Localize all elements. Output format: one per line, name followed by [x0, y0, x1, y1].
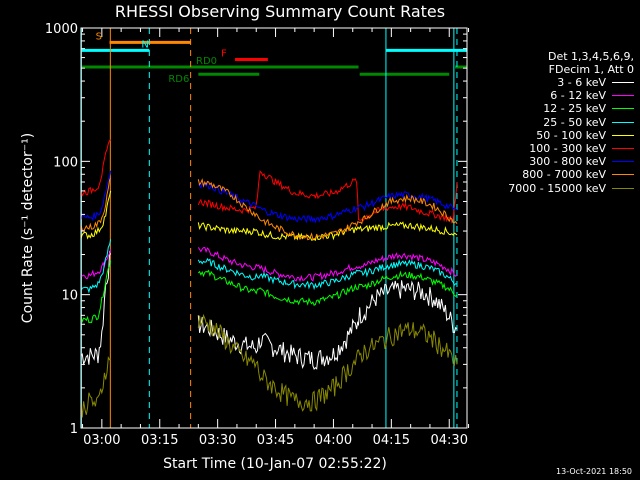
x-tick-label: 03:45	[257, 433, 294, 448]
legend-entry-label: 25 - 50 keV	[543, 115, 606, 129]
flag-label-s: S	[96, 31, 102, 42]
legend-entry-label: 12 - 25 keV	[543, 102, 606, 116]
series-line	[81, 248, 112, 280]
y-tick-label: 100	[53, 155, 78, 170]
plot-frame	[80, 27, 468, 429]
x-tick-label: 03:30	[199, 433, 236, 448]
flag-label-rd6: RD6	[168, 74, 189, 85]
series-line	[81, 177, 112, 232]
series-line	[81, 170, 112, 222]
series-line	[197, 280, 458, 371]
date-stamp: 13-Oct-2021 18:50	[556, 467, 632, 476]
x-tick-label: 04:15	[373, 433, 410, 448]
legend-detector-line: Det 1,3,4,5,6,9,	[547, 50, 634, 63]
series-line	[197, 221, 458, 241]
legend-entry-label: 7000 - 15000 keV	[508, 181, 606, 195]
series-line	[197, 246, 458, 283]
x-tick-label: 03:00	[83, 433, 120, 448]
legend-entry: 300 - 800 keV	[478, 155, 634, 168]
legend-entry: 800 - 7000 keV	[478, 168, 634, 181]
legend-entry: 6 - 12 keV	[478, 89, 634, 102]
legend-swatch	[612, 121, 634, 123]
x-tick-label: 04:00	[315, 433, 352, 448]
legend-entry-label: 100 - 300 keV	[529, 142, 606, 156]
legend-swatch	[612, 82, 634, 84]
legend-entry-label: 6 - 12 keV	[550, 89, 606, 103]
legend-entry: 100 - 300 keV	[478, 142, 634, 155]
legend-entry-label: 50 - 100 keV	[536, 128, 606, 142]
y-tick-label: 1	[70, 422, 78, 437]
series-line	[197, 269, 458, 306]
legend-swatch	[612, 108, 634, 110]
series-line	[81, 190, 112, 240]
series-line	[197, 180, 458, 224]
series-line	[197, 170, 458, 224]
legend-decimation-line: FDecim 1, Att 0	[548, 63, 634, 76]
series-line	[81, 250, 112, 366]
series-line	[81, 239, 112, 294]
chart-title: RHESSI Observing Summary Count Rates	[115, 2, 445, 21]
legend-entry: 12 - 25 keV	[478, 102, 634, 115]
legend-swatch	[612, 161, 634, 163]
x-axis-label: Start Time (10-Jan-07 02:55:22)	[163, 456, 387, 472]
legend-entry: 50 - 100 keV	[478, 129, 634, 142]
legend-entry-label: 3 - 6 keV	[557, 76, 606, 90]
legend: Det 1,3,4,5,6,9, FDecim 1, Att 0 3 - 6 k…	[478, 50, 634, 195]
legend-swatch	[612, 148, 634, 150]
flag-label-f: F	[221, 49, 227, 60]
flag-label-rd0: RD0	[196, 56, 217, 67]
legend-swatch	[612, 187, 634, 189]
legend-swatch	[612, 95, 634, 97]
x-tick-label: 03:15	[141, 433, 178, 448]
legend-entry: 3 - 6 keV	[478, 76, 634, 89]
y-axis-label: Count Rate (s⁻¹ detector⁻¹)	[20, 133, 36, 323]
series-line	[197, 178, 458, 241]
legend-swatch	[612, 174, 634, 176]
flag-label-n: N	[141, 39, 148, 50]
legend-entry: 25 - 50 keV	[478, 116, 634, 129]
series-line	[197, 313, 458, 412]
x-tick-label: 04:30	[431, 433, 468, 448]
series-line	[81, 139, 111, 197]
y-tick-label: 1000	[45, 22, 78, 37]
legend-swatch	[612, 134, 634, 136]
legend-entry-label: 800 - 7000 keV	[522, 168, 606, 182]
series-line	[197, 257, 458, 291]
y-tick-label: 10	[61, 289, 78, 304]
legend-entry: 7000 - 15000 keV	[478, 182, 634, 195]
series-line	[81, 260, 112, 324]
legend-entry-label: 300 - 800 keV	[529, 155, 606, 169]
series-line	[81, 356, 112, 418]
